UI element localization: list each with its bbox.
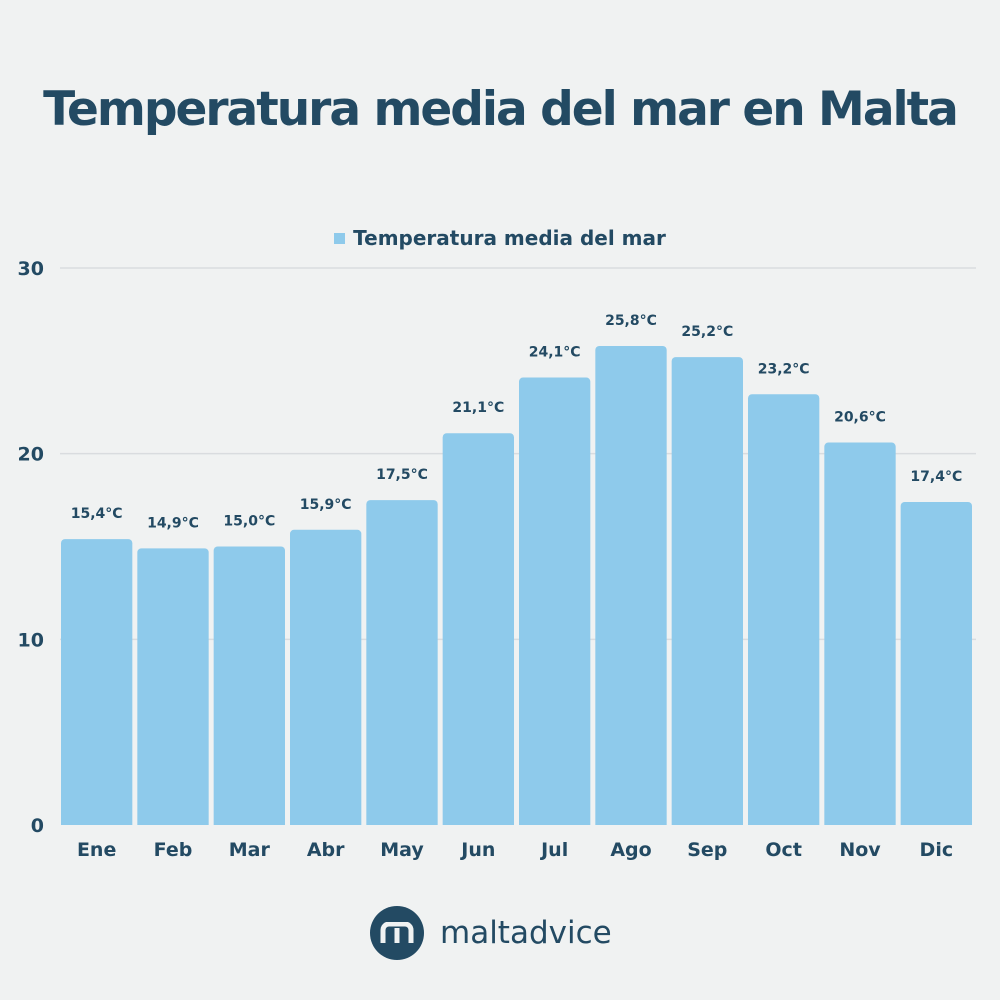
bar [900,501,972,825]
maltadvice-logo: maltadvice [370,906,612,960]
data-label: 15,0°C [223,514,275,530]
x-tick-label: Dic [920,839,954,861]
data-label: 20,6°C [834,410,886,426]
y-tick-label: 20 [18,444,44,466]
legend: Temperatura media del mar [0,226,1000,250]
data-label: 21,1°C [452,400,504,416]
bar [824,442,896,825]
bar [137,548,209,825]
brand-name: maltadvice [440,915,612,951]
data-label: 23,2°C [758,361,810,377]
x-tick-label: Sep [687,839,727,861]
chart-title: Temperatura media del mar en Malta [43,82,959,137]
data-label: 17,5°C [376,467,428,483]
bar [290,529,362,825]
y-tick-label: 0 [31,815,44,837]
x-tick-label: Abr [307,839,345,861]
bar [366,500,438,825]
data-label: 14,9°C [147,515,199,531]
bar [595,345,667,825]
data-label: 24,1°C [529,345,581,361]
bar [671,357,743,825]
data-label: 15,4°C [71,506,123,522]
bar [748,394,820,825]
x-tick-label: Ene [77,839,116,861]
bar [519,377,591,825]
data-label: 15,9°C [300,497,352,513]
legend-label: Temperatura media del mar [353,226,666,250]
bar [442,433,514,825]
bar-chart: 0 10 20 30 15,4°C Ene 14,9°C Feb 15,0°C Mar 15,9°C… [18,258,976,861]
x-tick-label: Jun [459,839,495,861]
x-tick-label: Oct [765,839,802,861]
x-tick-label: May [380,839,424,861]
x-tick-label: Nov [839,839,881,861]
bar [213,546,285,825]
x-tick-label: Jul [539,839,568,861]
data-label: 25,2°C [681,324,733,340]
x-tick-label: Feb [154,839,193,861]
y-tick-label: 10 [18,629,44,651]
data-label: 25,8°C [605,313,657,329]
y-tick-label: 30 [18,258,44,280]
bar [61,539,133,825]
x-tick-label: Ago [610,839,651,861]
logo-m-icon [370,906,424,960]
x-tick-label: Mar [229,839,271,861]
data-label: 17,4°C [910,469,962,485]
legend-swatch [334,233,346,244]
